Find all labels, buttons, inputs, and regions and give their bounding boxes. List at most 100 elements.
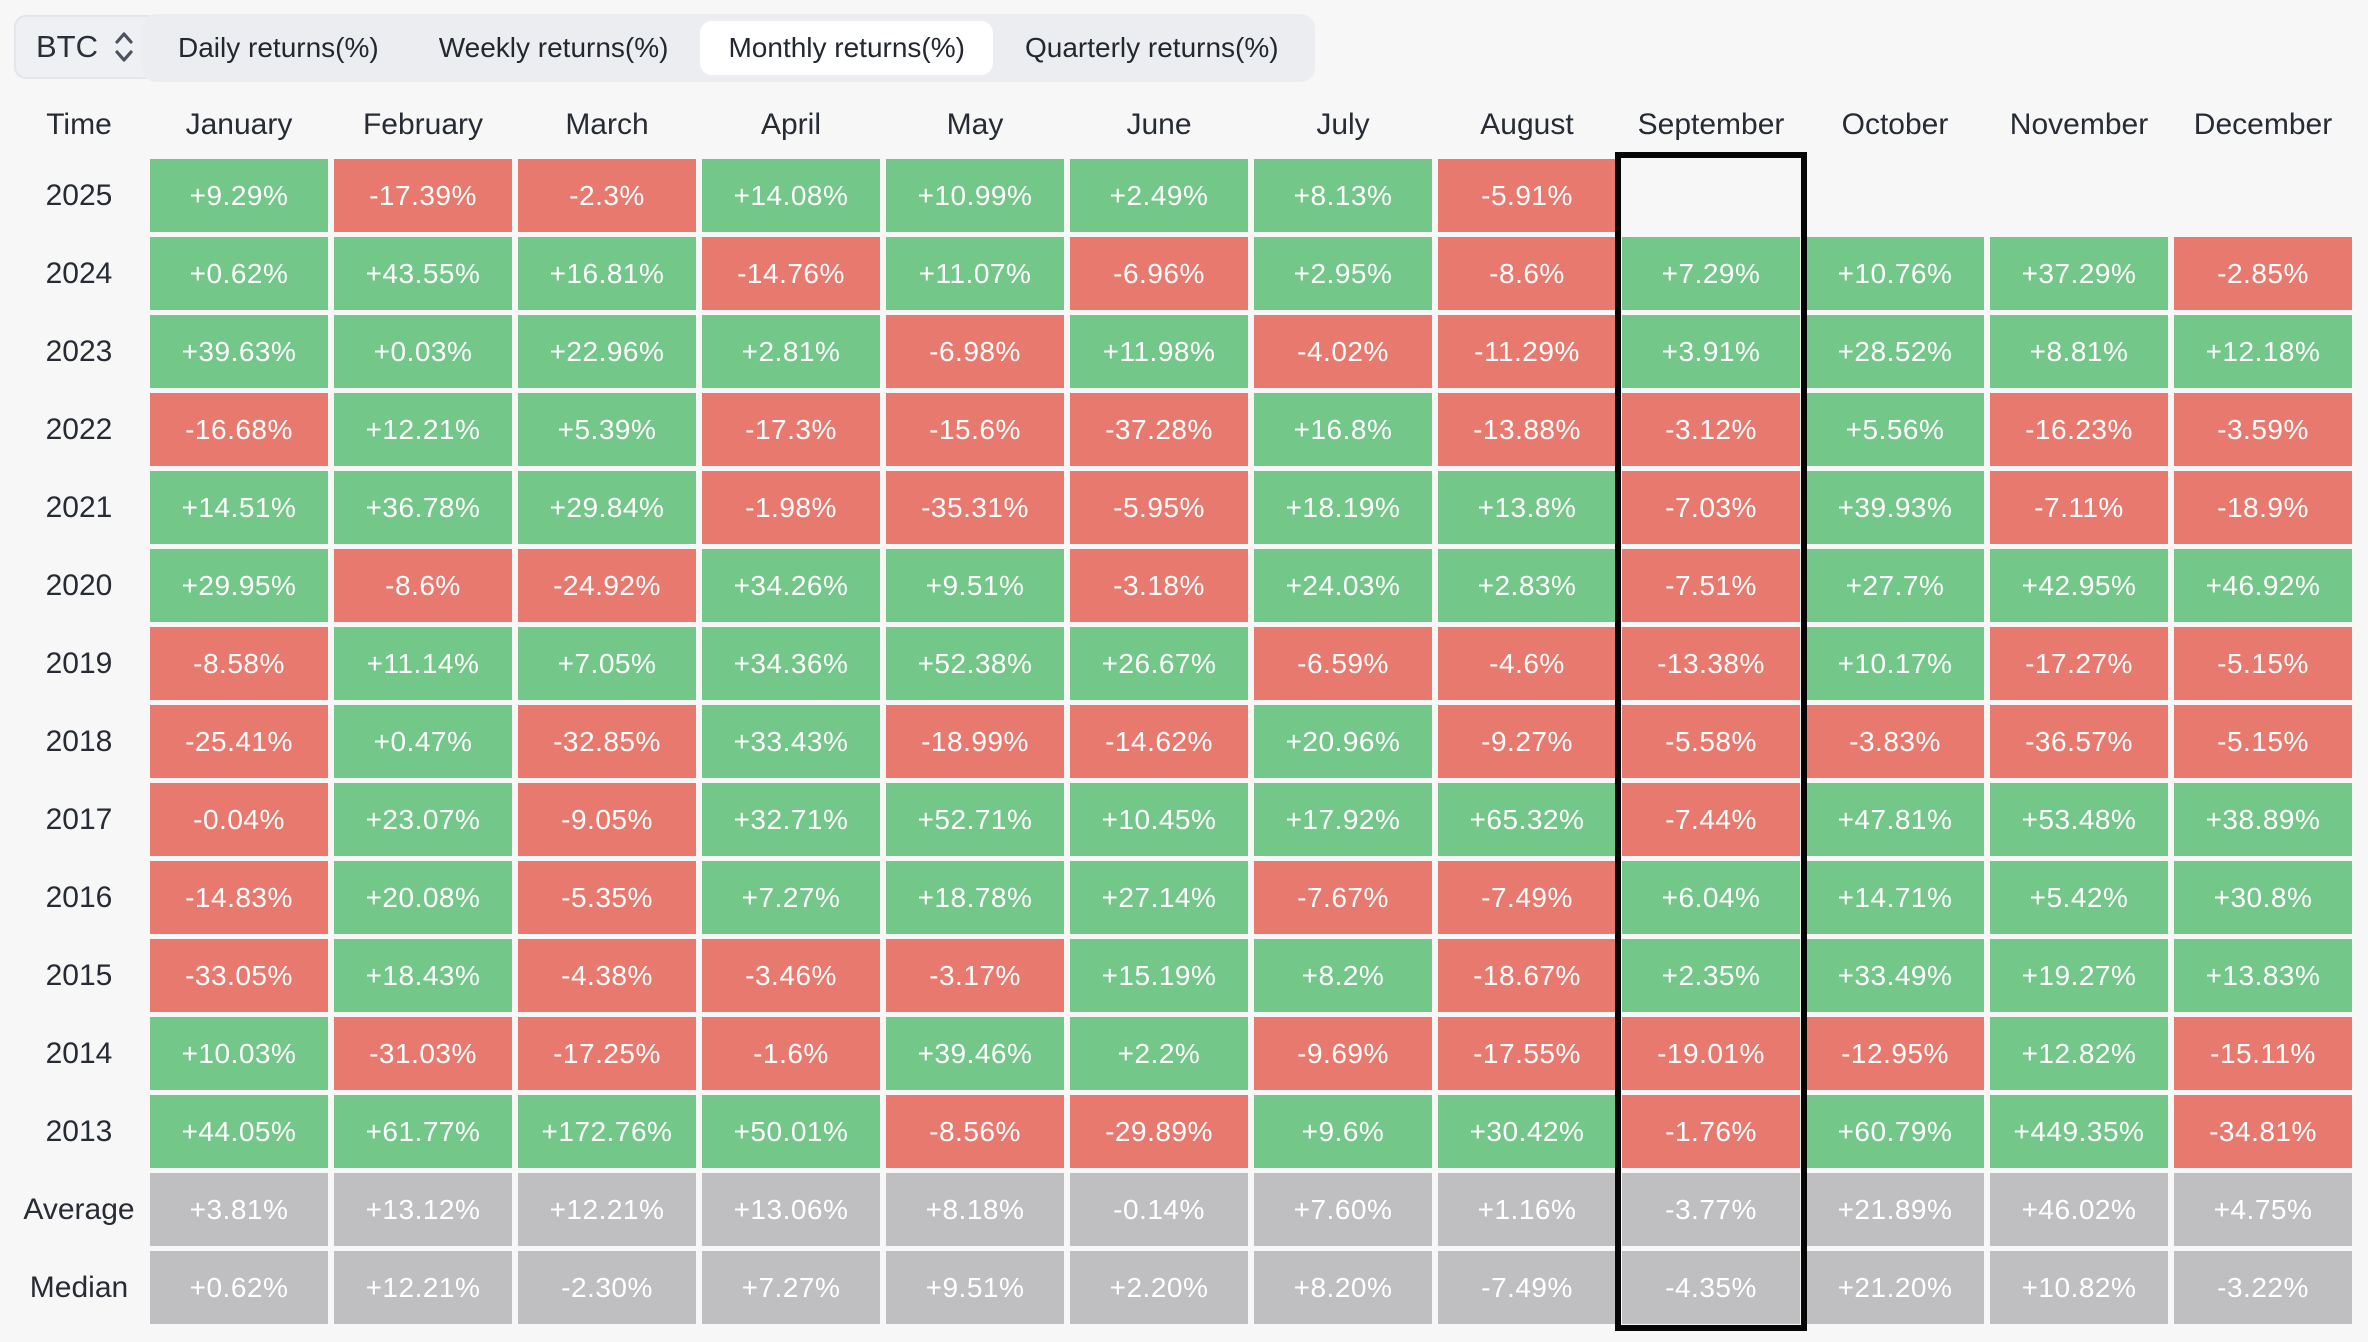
return-cell: +43.55%: [334, 237, 512, 310]
tab-quarterly-returns[interactable]: Quarterly returns(%): [1024, 32, 1279, 63]
return-cell: -13.88%: [1438, 393, 1616, 466]
return-cell: -3.77%: [1622, 1173, 1800, 1246]
return-cell: -3.22%: [2174, 1251, 2352, 1324]
return-cell: -4.6%: [1438, 627, 1616, 700]
symbol-select[interactable]: BTC: [14, 15, 158, 79]
return-cell: -18.99%: [886, 705, 1064, 778]
return-cell: -7.51%: [1622, 549, 1800, 622]
tab-daily-returns[interactable]: Daily returns(%): [178, 32, 379, 63]
return-cell: -1.76%: [1622, 1095, 1800, 1168]
return-cell: -1.98%: [702, 471, 880, 544]
return-cell: [2174, 159, 2352, 232]
return-cell: +10.03%: [150, 1017, 328, 1090]
return-cell: +3.81%: [150, 1173, 328, 1246]
row-label-2020: 2020: [45, 568, 113, 602]
return-cell: -5.91%: [1438, 159, 1616, 232]
column-header-march: March: [565, 108, 649, 141]
return-cell: +12.18%: [2174, 315, 2352, 388]
return-cell: +29.95%: [150, 549, 328, 622]
tab-monthly-returns[interactable]: Monthly returns(%): [700, 21, 993, 75]
return-cell: -2.3%: [518, 159, 696, 232]
row-label-median: Median: [29, 1270, 129, 1304]
return-cell: +52.71%: [886, 783, 1064, 856]
return-cell: +8.18%: [886, 1173, 1064, 1246]
return-cell: +0.62%: [150, 1251, 328, 1324]
return-cell: +5.39%: [518, 393, 696, 466]
return-cell: +42.95%: [1990, 549, 2168, 622]
return-cell: +18.43%: [334, 939, 512, 1012]
return-cell: +39.63%: [150, 315, 328, 388]
return-cell: -14.83%: [150, 861, 328, 934]
return-cell: +14.71%: [1806, 861, 1984, 934]
row-label-2022: 2022: [45, 412, 113, 446]
return-cell: -5.35%: [518, 861, 696, 934]
returns-period-tabs: Daily returns(%) Weekly returns(%) Monthly…: [142, 14, 1315, 82]
return-cell: +0.62%: [150, 237, 328, 310]
return-cell: +10.45%: [1070, 783, 1248, 856]
return-cell: +2.83%: [1438, 549, 1616, 622]
return-cell: +15.19%: [1070, 939, 1248, 1012]
return-cell: +20.08%: [334, 861, 512, 934]
return-cell: +8.20%: [1254, 1251, 1432, 1324]
column-header-july: July: [1316, 108, 1370, 141]
tab-weekly-returns[interactable]: Weekly returns(%): [438, 32, 669, 63]
return-cell: -24.92%: [518, 549, 696, 622]
return-cell: -25.41%: [150, 705, 328, 778]
return-cell: +3.91%: [1622, 315, 1800, 388]
return-cell: -17.39%: [334, 159, 512, 232]
return-cell: +33.43%: [702, 705, 880, 778]
return-cell: -4.02%: [1254, 315, 1432, 388]
return-cell: -7.03%: [1622, 471, 1800, 544]
return-cell: +9.6%: [1254, 1095, 1432, 1168]
return-cell: -15.6%: [886, 393, 1064, 466]
return-cell: -5.95%: [1070, 471, 1248, 544]
return-cell: +29.84%: [518, 471, 696, 544]
return-cell: -2.30%: [518, 1251, 696, 1324]
return-cell: -7.44%: [1622, 783, 1800, 856]
return-cell: -7.49%: [1438, 1251, 1616, 1324]
return-cell: -5.15%: [2174, 705, 2352, 778]
return-cell: -3.59%: [2174, 393, 2352, 466]
row-label-2021: 2021: [45, 490, 113, 524]
return-cell: -9.69%: [1254, 1017, 1432, 1090]
return-cell: +7.29%: [1622, 237, 1800, 310]
row-label-2023: 2023: [45, 334, 113, 368]
return-cell: +50.01%: [702, 1095, 880, 1168]
row-label-2017: 2017: [45, 802, 113, 836]
chevron-up-down-icon: [112, 28, 136, 66]
return-cell: +11.07%: [886, 237, 1064, 310]
return-cell: -5.58%: [1622, 705, 1800, 778]
column-header-june: June: [1126, 108, 1192, 141]
column-header-december: December: [2193, 108, 2333, 141]
return-cell: +30.42%: [1438, 1095, 1616, 1168]
return-cell: -5.15%: [2174, 627, 2352, 700]
return-cell: -3.83%: [1806, 705, 1984, 778]
return-cell: +10.76%: [1806, 237, 1984, 310]
return-cell: +20.96%: [1254, 705, 1432, 778]
return-cell: -9.27%: [1438, 705, 1616, 778]
return-cell: +44.05%: [150, 1095, 328, 1168]
return-cell: +7.60%: [1254, 1173, 1432, 1246]
row-label-average: Average: [23, 1192, 135, 1226]
row-label-2014: 2014: [45, 1036, 113, 1070]
return-cell: +5.56%: [1806, 393, 1984, 466]
return-cell: -4.38%: [518, 939, 696, 1012]
return-cell: -7.49%: [1438, 861, 1616, 934]
return-cell: +9.51%: [886, 549, 1064, 622]
return-cell: +11.14%: [334, 627, 512, 700]
return-cell: -8.6%: [1438, 237, 1616, 310]
return-cell: +21.20%: [1806, 1251, 1984, 1324]
return-cell: [1990, 159, 2168, 232]
return-cell: -13.38%: [1622, 627, 1800, 700]
return-cell: +7.27%: [702, 1251, 880, 1324]
return-cell: -3.17%: [886, 939, 1064, 1012]
return-cell: -3.46%: [702, 939, 880, 1012]
return-cell: -6.59%: [1254, 627, 1432, 700]
return-cell: +38.89%: [2174, 783, 2352, 856]
return-cell: -31.03%: [334, 1017, 512, 1090]
return-cell: +52.38%: [886, 627, 1064, 700]
column-header-august: August: [1480, 108, 1574, 141]
return-cell: +0.47%: [334, 705, 512, 778]
return-cell: -6.96%: [1070, 237, 1248, 310]
return-cell: -35.31%: [886, 471, 1064, 544]
